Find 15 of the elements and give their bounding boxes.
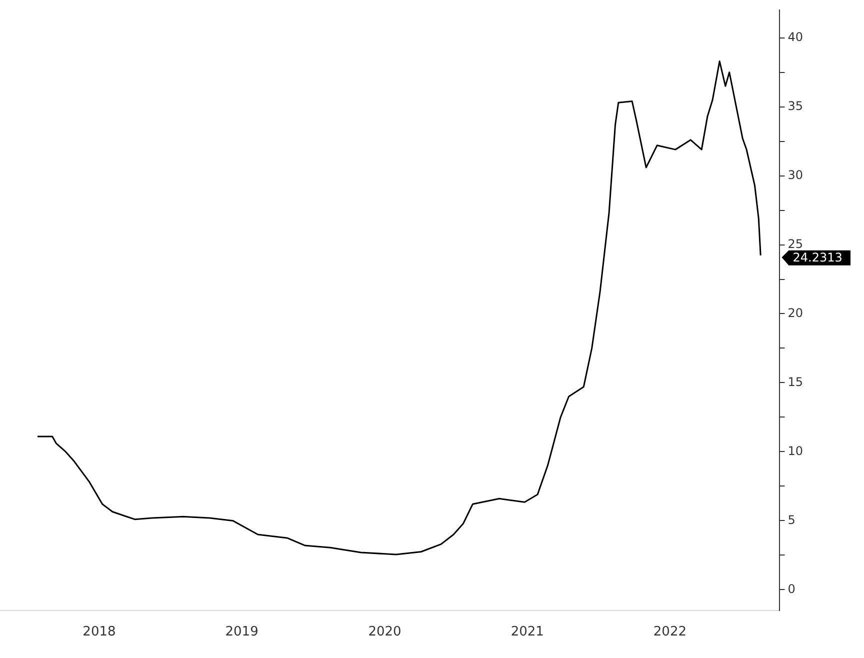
x-tick-label: 2022 [653, 624, 687, 640]
y-tick-label: 5 [788, 512, 796, 527]
y-tick-label: 15 [788, 374, 804, 389]
y-tick-label: 35 [788, 98, 804, 113]
y-tick-label: 10 [788, 444, 804, 458]
x-tick-label: 2018 [82, 624, 116, 640]
y-tick-label: 40 [788, 30, 804, 44]
y-tick-label: 30 [788, 168, 804, 182]
y-tick-label: 25 [788, 236, 804, 251]
annotation: 24.2313 [792, 250, 842, 264]
x-tick-label: 2019 [225, 624, 258, 640]
x-tick-label: 2020 [368, 624, 402, 640]
y-tick-label: 0 [788, 582, 796, 596]
x-tick-label: 2021 [510, 624, 544, 640]
y-tick-label: 20 [788, 306, 804, 320]
